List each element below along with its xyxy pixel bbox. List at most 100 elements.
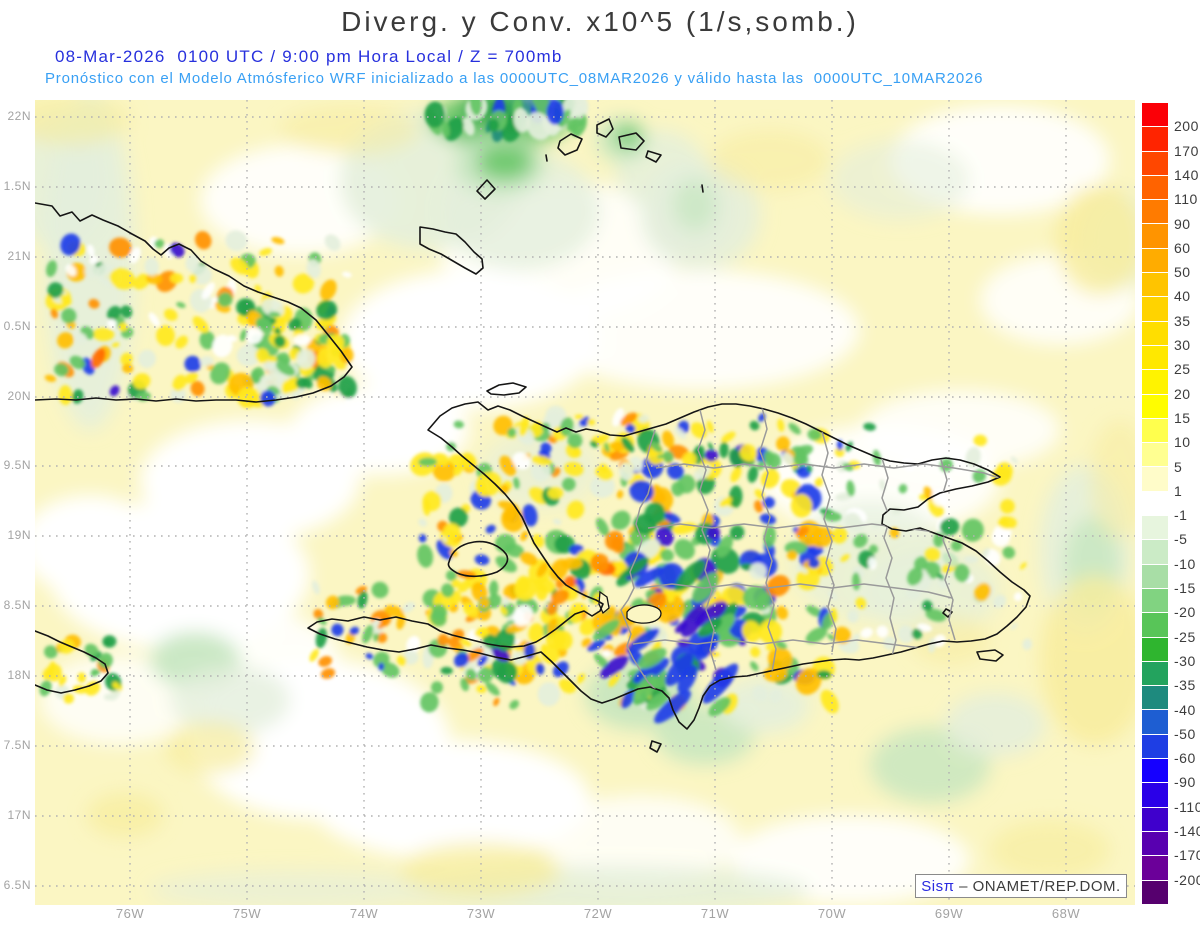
coastlines	[35, 118, 1031, 753]
valid-time-line: 08-Mar-2026 0100 UTC / 9:00 pm Hora Loca…	[55, 47, 563, 66]
colorbar-cell	[1142, 370, 1168, 395]
saona-island	[976, 649, 1004, 662]
colorbar-tick-label: -40	[1174, 701, 1196, 718]
colorbar-tick-label: -50	[1174, 725, 1196, 742]
colorbar-cell	[1142, 540, 1168, 565]
lat-tick-label: 20N	[7, 389, 31, 403]
brand-label: Sisπ	[921, 877, 955, 895]
colorbar-tick-label: -25	[1174, 628, 1196, 645]
colorbar-legend	[1142, 103, 1168, 905]
colorbar-cell	[1142, 151, 1168, 176]
colorbar-tick-label: -140	[1174, 823, 1200, 840]
field-smooth-regions	[35, 100, 1135, 905]
lat-tick-label: 0.5N	[3, 319, 31, 333]
lat-tick-label: 7.5N	[3, 738, 31, 752]
lon-tick-label: 69W	[934, 906, 964, 921]
colorbar-tick-label: 90	[1174, 215, 1191, 232]
colorbar-cell	[1142, 443, 1168, 468]
colorbar-cell	[1142, 273, 1168, 298]
colorbar-tick-label: 50	[1174, 264, 1191, 281]
lon-tick-label: 76W	[115, 906, 145, 921]
colorbar-cell	[1142, 321, 1168, 346]
colorbar-cell	[1142, 248, 1168, 274]
lat-tick-label: 19N	[7, 528, 31, 542]
colorbar-cell	[1142, 856, 1168, 881]
colorbar-cell	[1142, 831, 1168, 857]
lat-tick-label: 18N	[7, 668, 31, 682]
colorbar-cell	[1142, 880, 1168, 905]
colorbar-tick-label: 30	[1174, 337, 1191, 354]
hispaniola-coastline	[307, 401, 1031, 730]
caicos-island-a	[557, 133, 583, 156]
colorbar-cell	[1142, 734, 1168, 760]
small-cay-1	[545, 154, 548, 162]
colorbar-cell	[1142, 588, 1168, 614]
colorbar-cell	[1142, 394, 1168, 419]
colorbar-tick-label: 1	[1174, 482, 1183, 499]
colorbar-tick-label: 15	[1174, 409, 1191, 426]
small-cay-2	[701, 184, 704, 193]
lat-tick-label: 9.5N	[3, 458, 31, 472]
colorbar-tick-label: 200	[1174, 118, 1199, 135]
colorbar-tick-label: -15	[1174, 580, 1196, 597]
colorbar-cell	[1142, 175, 1168, 201]
colorbar-tick-label: -30	[1174, 652, 1196, 669]
page-title: Diverg. y Conv. x10^5 (1/s,somb.)	[341, 6, 859, 37]
lon-tick-label: 74W	[349, 906, 379, 921]
attribution-box: Sisπ – ONAMET/REP.DOM.	[915, 874, 1127, 898]
catalina-island	[942, 608, 953, 618]
colorbar-tick-label: -1	[1174, 507, 1188, 524]
colorbar-tick-label: 5	[1174, 458, 1183, 475]
lon-tick-label: 70W	[817, 906, 847, 921]
colorbar-cell	[1142, 759, 1168, 784]
gonave-island	[447, 540, 509, 578]
lon-tick-label: 68W	[1051, 906, 1081, 921]
colorbar-tick-label: -35	[1174, 677, 1196, 694]
colorbar-cell	[1142, 661, 1168, 687]
colorbar-tick-label: 140	[1174, 166, 1199, 183]
cuba-coastline	[35, 202, 353, 403]
colorbar-tick-label: 35	[1174, 312, 1191, 329]
haiti-dr-border	[620, 429, 657, 691]
colorbar-tick-label: 25	[1174, 361, 1191, 378]
colorbar-tick-label: -170	[1174, 847, 1200, 864]
attribution-separator: –	[954, 877, 973, 895]
lat-tick-label: 22N	[7, 109, 31, 123]
colorbar-cell	[1142, 418, 1168, 444]
lat-tick-label: 1.5N	[3, 179, 31, 193]
caicos-island-c	[618, 132, 645, 151]
colorbar-tick-label: 110	[1174, 191, 1198, 208]
beata-island	[649, 740, 662, 753]
colorbar-tick-label: 170	[1174, 142, 1199, 159]
colorbar-cell	[1142, 613, 1168, 638]
jamaica-coastline	[35, 630, 109, 694]
colorbar-cell	[1142, 467, 1168, 492]
lon-tick-label: 75W	[232, 906, 262, 921]
model-info-line: Pronóstico con el Modelo Atmósferico WRF…	[45, 70, 984, 87]
province-borders	[620, 406, 1006, 691]
graticule-gridlines	[35, 100, 1135, 905]
colorbar-cell	[1142, 491, 1168, 517]
colorbar-tick-label: -110	[1174, 798, 1200, 815]
little-inagua-island	[476, 179, 496, 200]
tortuga-island	[486, 382, 527, 396]
colorbar-tick-label: 10	[1174, 434, 1191, 451]
colorbar-cell	[1142, 783, 1168, 808]
lakes	[598, 590, 662, 624]
colorbar-cell	[1142, 103, 1168, 128]
colorbar-tick-label: 60	[1174, 239, 1191, 256]
caicos-island-d	[645, 150, 662, 163]
lon-tick-label: 73W	[466, 906, 496, 921]
colorbar-tick-label: -20	[1174, 604, 1196, 621]
colorbar-cell	[1142, 686, 1168, 711]
colorbar-cell	[1142, 345, 1168, 371]
great-inagua-island	[419, 226, 484, 275]
colorbar-tick-label: -60	[1174, 750, 1196, 767]
lat-tick-label: 6.5N	[3, 878, 31, 892]
lat-tick-label: 8.5N	[3, 598, 31, 612]
lon-tick-label: 71W	[700, 906, 730, 921]
colorbar-tick-label: 40	[1174, 288, 1191, 305]
colorbar-tick-label: -5	[1174, 531, 1188, 548]
colorbar-cell	[1142, 710, 1168, 735]
